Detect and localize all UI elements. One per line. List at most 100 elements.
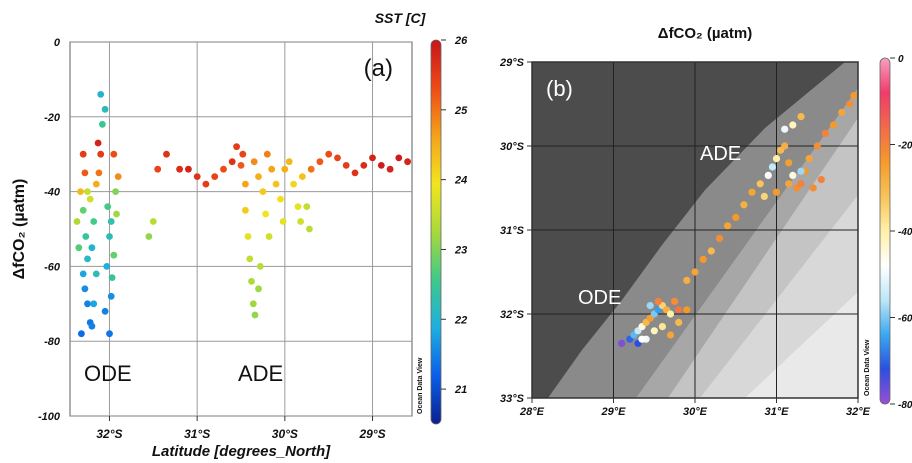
panel-a-point (106, 233, 113, 240)
panel-b-grid (532, 62, 858, 398)
panel-b-point (666, 310, 675, 318)
panel-b-y-tick-label: 29°S (499, 57, 525, 69)
panel-b-point (618, 339, 626, 347)
panel-b-point (683, 276, 691, 284)
annotation-ode-a: ODE (84, 361, 132, 386)
panel-b-point (675, 318, 683, 326)
panel-b-point (748, 188, 756, 196)
colorbar-a-tick-label: 25 (454, 105, 468, 117)
panel-a-point (256, 263, 264, 270)
panel-b-point (781, 142, 789, 150)
panel-a-point (193, 173, 201, 181)
panel-a-point (303, 203, 311, 211)
colorbar-a-ticks: 21 22 23 24 25 26 (441, 35, 468, 396)
panel-a-point (297, 218, 304, 225)
panel-b-point (789, 121, 797, 129)
colorbar-b-watermark: Ocean Data View (864, 339, 871, 396)
panel-b-point (772, 155, 781, 163)
panel-b: ΔfCO₂ (µatm) 28°E 29°E 30°E 31°E 32°E 29°S 30… (499, 25, 912, 418)
panel-a-point (316, 158, 324, 166)
panel-a-point (277, 195, 284, 203)
colorbar-a-tick-label: 22 (454, 314, 467, 326)
panel-a-point (112, 188, 119, 196)
panel-a-points (73, 91, 411, 338)
panel-a-point (307, 165, 315, 173)
panel-a-point (351, 169, 359, 177)
panel-a-point (101, 105, 109, 113)
panel-a-point (92, 180, 100, 188)
panel-a-point (81, 169, 89, 177)
panel-b-point (756, 180, 764, 188)
colorbar-a-tick-label: 24 (454, 175, 467, 187)
colorbar-b-tick-label: -80 (898, 400, 912, 411)
panel-a-point (81, 285, 89, 293)
panel-a-point (163, 150, 170, 158)
panel-a-point (88, 322, 96, 330)
panel-b-point (768, 163, 777, 171)
panel-a-point (99, 120, 106, 128)
panel-b-x-tick-label: 28°E (519, 406, 545, 418)
panel-a-point (395, 154, 403, 162)
panel-b-point (646, 302, 654, 310)
panel-a-point (176, 165, 184, 173)
panel-b-x-tick-label: 32°E (846, 406, 871, 418)
panel-a-point (107, 292, 115, 300)
panel-b-x-tick-label: 31°E (765, 406, 790, 418)
panel-a-point (149, 218, 157, 225)
panel-a-x-tick-label: 31°S (184, 427, 210, 441)
panel-b-point (817, 176, 825, 184)
panel-b-point (785, 180, 793, 188)
annotation-ade-b: ADE (700, 143, 741, 165)
panel-a-point (237, 162, 245, 169)
annotation-ode-b: ODE (578, 287, 621, 309)
panel-a-point (211, 173, 219, 181)
panel-a-y-tick-label: -60 (44, 261, 61, 273)
panel-a-point (79, 270, 87, 278)
panel-a-point (75, 244, 83, 252)
panel-a-point (299, 173, 306, 181)
panel-b-label: (b) (546, 76, 573, 101)
panel-b-point (809, 184, 817, 192)
colorbar-b-ticks: 0 -20 -40 -60 -80 (890, 54, 912, 411)
panel-a-point (265, 233, 273, 240)
colorbar-a-title: SST [C] (375, 10, 427, 26)
panel-a-point (110, 251, 118, 259)
panel-a-point (101, 307, 109, 315)
panel-b-point (797, 167, 805, 175)
panel-a-plot-area (69, 41, 413, 417)
panel-a-point (92, 270, 100, 278)
panel-a-point (104, 203, 112, 211)
panel-b-point (813, 142, 821, 150)
panel-b-point (781, 125, 789, 133)
panel-b-point (838, 108, 846, 116)
panel-b-point (671, 297, 679, 305)
panel-a-point (154, 165, 162, 173)
panel-a-point (106, 330, 113, 338)
panel-a-point (249, 300, 257, 308)
panel-b-point (740, 201, 748, 209)
panel-b-point (772, 188, 781, 196)
panel-b-point (821, 129, 830, 137)
panel-a-point (228, 158, 236, 166)
panel-a-point (107, 218, 115, 225)
panel-a-point (82, 233, 90, 240)
panel-a-y-ticks: 0 -20 -40 -60 -80 -100 (38, 37, 61, 423)
panel-b-point (797, 180, 805, 188)
colorbar-a (430, 39, 442, 425)
colorbar-a-tick-label: 21 (454, 384, 467, 396)
panel-b-point (846, 100, 854, 108)
panel-b-point (675, 306, 683, 314)
panel-b-y-ticks: 29°S 30°S 31°S 32°S 33°S (499, 57, 532, 405)
panel-b-y-tick-label: 32°S (500, 309, 525, 321)
panel-a-point (360, 162, 368, 169)
panel-a-x-tick-label: 30°S (272, 427, 298, 441)
panel-b-point (683, 306, 691, 314)
panel-b-x-ticks: 28°E 29°E 30°E 31°E 32°E (519, 398, 871, 418)
panel-b-point (732, 213, 740, 221)
panel-a-y-tick-label: -20 (44, 112, 61, 124)
panel-a-point (94, 139, 102, 147)
panel-a-point (84, 255, 91, 263)
panel-b-point (789, 171, 797, 179)
panel-a-point (386, 165, 394, 173)
